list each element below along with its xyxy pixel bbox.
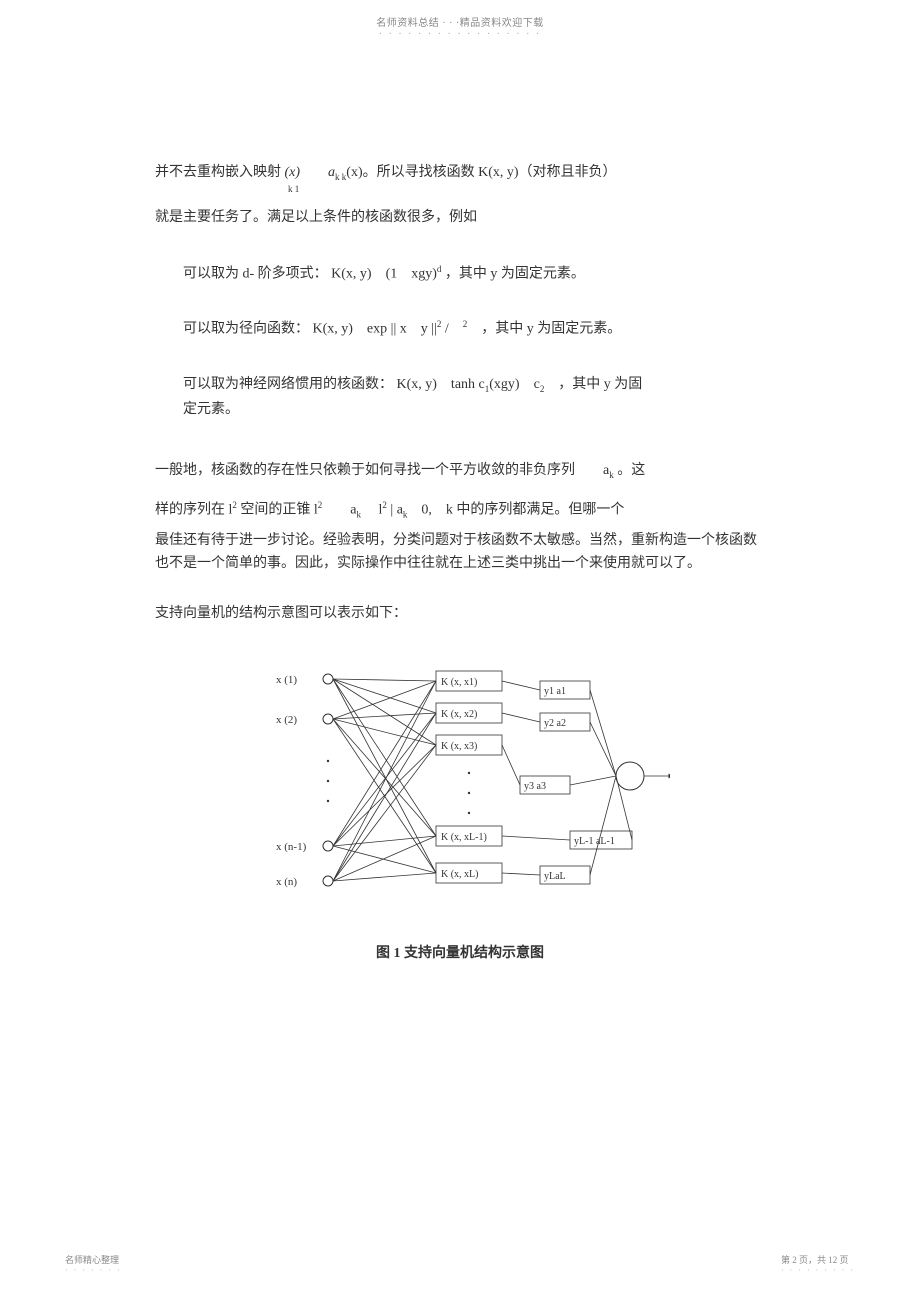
svg-text:K (x, x2): K (x, x2) [441, 709, 477, 720]
svg-text:K (x, xL): K (x, xL) [441, 869, 479, 880]
svg-text:yLaL: yLaL [544, 871, 566, 882]
header-dots: · · · · · · · · · · · · · · · · · [0, 29, 920, 40]
footer-left-dots: · · · · · · · [65, 1266, 122, 1275]
svg-text:y2 a2: y2 a2 [544, 718, 566, 729]
p1-cont: (x)。所以寻找核函数 K(x, y)（对称且非负） [346, 165, 616, 180]
svm-svg: x (1) x (2) x (n-1) x (n) K (x, x1) K (x, x2)… [250, 651, 670, 901]
bullet3-text-d: 定元素。 [183, 397, 765, 422]
paragraph-2: 一般地，核函数的存在性只依赖于如何寻找一个平方收敛的非负序列 ak 。这 样的序… [155, 458, 765, 577]
footer-left: 名师精心整理 · · · · · · · [65, 1253, 122, 1275]
svg-text:x (2): x (2) [276, 714, 297, 726]
figure-caption: 图 1 支持向量机结构示意图 [155, 941, 765, 966]
p2-e: a [322, 502, 356, 517]
bullet3-text-a: 可以取为神经网络惯用的核函数： K(x, y) tanh c [183, 377, 485, 392]
svg-text:yL-1 aL-1: yL-1 aL-1 [574, 836, 615, 847]
p1-sum-label: k 1 [288, 181, 765, 197]
bullet-2: 可以取为径向函数： K(x, y) exp || x y ||2 / 2 ，其中… [155, 316, 765, 342]
header-text: 名师资料总结 · · ·精品资料欢迎下载 · · · · · · · · · ·… [0, 14, 920, 40]
footer-right-label: 第 2 页，共 12 页 [781, 1255, 849, 1265]
p2-g: | a [387, 502, 403, 517]
svg-text:K (x, x3): K (x, x3) [441, 741, 477, 752]
p2-a: 一般地，核函数的存在性只依赖于如何寻找一个平方收敛的非负序列 a [155, 463, 609, 478]
p2-h: 0, k 中的序列都满足。但哪一个 [407, 502, 624, 517]
bullet-1: 可以取为 d- 阶多项式： K(x, y) (1 xgy)d ，其中 y 为固定… [155, 261, 765, 287]
p2-f: l [361, 502, 382, 517]
paragraph-1: 并不去重构嵌入映射 (x) ak k(x)。所以寻找核函数 K(x, y)（对称… [155, 160, 765, 231]
page-content: 并不去重构嵌入映射 (x) ak k(x)。所以寻找核函数 K(x, y)（对称… [155, 160, 765, 967]
bullet3-text-b: (xgy) c [489, 377, 540, 392]
bullet1-text-a: 可以取为 d- 阶多项式： K(x, y) (1 xgy) [183, 266, 437, 281]
bullet2-text-b: / [441, 322, 462, 337]
bullet1-text-b: ，其中 y 为固定元素。 [441, 266, 585, 281]
footer-left-label: 名师精心整理 [65, 1255, 119, 1265]
svg-text:K (x, x1): K (x, x1) [441, 677, 477, 688]
p1-text-b: 就是主要任务了。满足以上条件的核函数很多，例如 [155, 205, 765, 230]
footer-right-dots: · · · · · · · · · [781, 1266, 855, 1275]
bullet2-text-c: ，其中 y 为固定元素。 [467, 322, 621, 337]
header-label: 名师资料总结 · · ·精品资料欢迎下载 [376, 18, 544, 29]
p2-d: 空间的正锥 l [237, 502, 318, 517]
bullet3-text-c: ，其中 y 为固 [544, 377, 642, 392]
svg-text:y3 a3: y3 a3 [524, 781, 546, 792]
p1-formula: (x) a [285, 165, 336, 180]
p2-c: 样的序列在 l [155, 502, 232, 517]
p1-sub: k k [335, 172, 346, 182]
footer-right: 第 2 页，共 12 页 · · · · · · · · · [781, 1253, 855, 1275]
p1-text-a: 并不去重构嵌入映射 [155, 165, 281, 180]
svg-text:x (n): x (n) [276, 876, 297, 888]
p2-b: 。这 [614, 463, 646, 478]
p2-i: 最佳还有待于进一步讨论。经验表明，分类问题对于核函数不太敏感。当然，重新构造一个… [155, 529, 765, 577]
bullet2-text-a: 可以取为径向函数： K(x, y) exp || x y || [183, 322, 437, 337]
svm-diagram: x (1) x (2) x (n-1) x (n) K (x, x1) K (x, x2)… [155, 651, 765, 901]
bullet-3: 可以取为神经网络惯用的核函数： K(x, y) tanh c1(xgy) c2 … [155, 372, 765, 422]
paragraph-3: 支持向量机的结构示意图可以表示如下： [155, 601, 765, 626]
svg-text:x (n-1): x (n-1) [276, 841, 307, 853]
svg-text:K (x, xL-1): K (x, xL-1) [441, 832, 487, 843]
svg-text:y1 a1: y1 a1 [544, 686, 566, 697]
svg-text:x (1): x (1) [276, 674, 297, 686]
